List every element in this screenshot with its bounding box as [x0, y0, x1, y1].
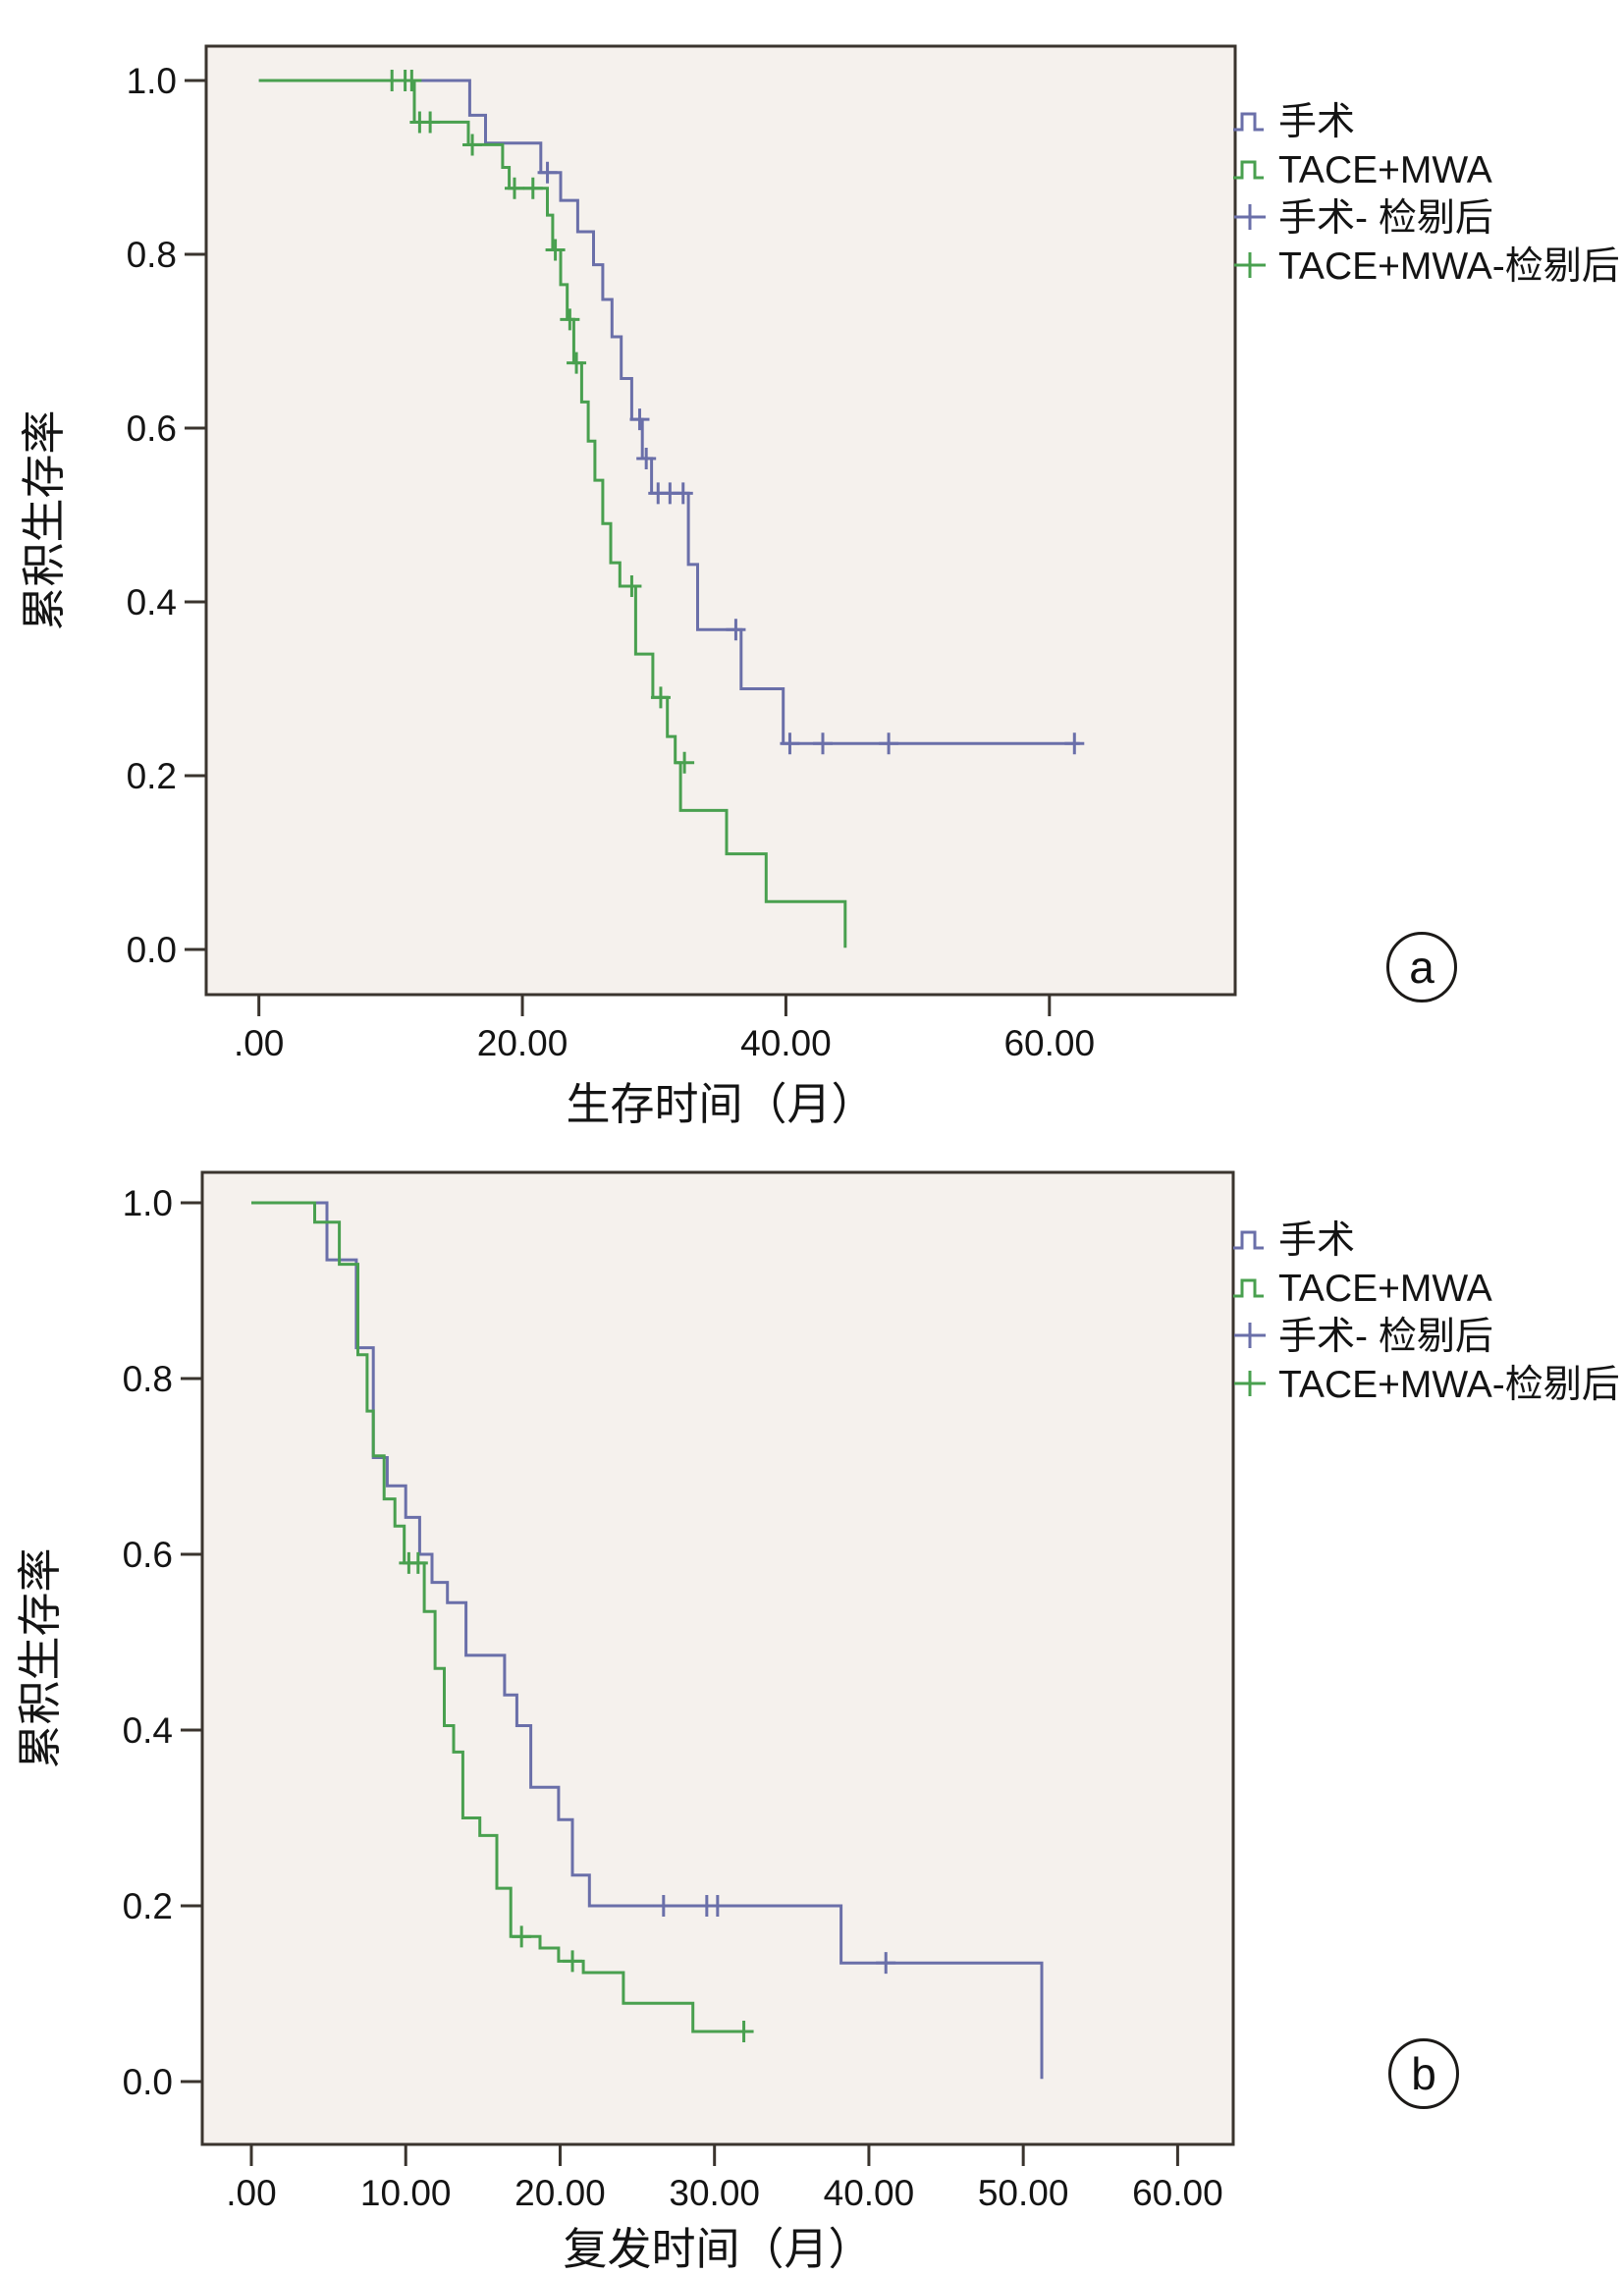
- y-tick-label: 0.8: [123, 1359, 173, 1399]
- legend-item: 手术- 检剔后: [1234, 197, 1493, 240]
- censor-mark: [675, 751, 695, 774]
- y-tick-label: 0.8: [127, 235, 177, 275]
- censor-mark: [879, 732, 899, 755]
- censor-marks-surgery: [653, 1895, 896, 1975]
- censor-mark: [650, 686, 671, 709]
- y-tick-label: 0.6: [123, 1535, 173, 1575]
- legend-label: TACE+MWA: [1278, 1268, 1492, 1310]
- censor-mark: [780, 732, 800, 755]
- legend-item: 手术- 检剔后: [1234, 1316, 1493, 1358]
- censor-mark: [563, 1950, 583, 1973]
- censor-mark: [522, 177, 543, 199]
- y-tick-label: 0.6: [127, 408, 177, 449]
- legend-item: 手术: [1233, 1219, 1355, 1262]
- km-curve-tace_mwa: [251, 1201, 746, 2033]
- legend-label: TACE+MWA-检剔后: [1278, 245, 1620, 288]
- x-axis-title: 生存时间（月）: [566, 1079, 875, 1129]
- km-panel-a: .00 20.00 40.00 60.00 生存时间（月） 0.0 0.2 0.4 0.6 0.8…: [19, 44, 1620, 1129]
- censor-mark: [629, 408, 650, 431]
- x-axis-title: 复发时间（月）: [563, 2224, 872, 2274]
- x-tick-label: .00: [234, 1023, 284, 1063]
- x-tick-label: 60.00: [1003, 1023, 1095, 1063]
- legend-censored-plus-icon: [1234, 1371, 1266, 1396]
- legend-step-line-icon: [1233, 1278, 1264, 1298]
- panel-label-a: a: [1386, 932, 1457, 1002]
- y-tick-label: 0.4: [123, 1710, 173, 1751]
- x-tick-label: 10.00: [360, 2173, 452, 2213]
- y-tick-label: 0.0: [123, 2062, 173, 2102]
- censor-mark: [653, 1895, 674, 1917]
- legend: 手术 TACE+MWA 手术- 检剔后 TACE+MWA-检剔后: [1233, 1219, 1620, 1406]
- legend-item: 手术: [1233, 101, 1355, 143]
- censor-mark: [462, 134, 483, 156]
- censor-mark: [726, 619, 746, 641]
- legend-censored-plus-icon: [1234, 1323, 1266, 1348]
- km-curve-surgery: [258, 79, 1080, 745]
- legend-step-line-icon: [1233, 112, 1264, 132]
- censor-mark: [560, 308, 580, 331]
- censor-marks-tace_mwa: [399, 1551, 754, 2042]
- legend-item: TACE+MWA: [1233, 149, 1492, 191]
- x-tick-label: 20.00: [514, 2173, 606, 2213]
- legend-step-line-icon: [1233, 160, 1264, 180]
- y-tick-label: 0.0: [127, 930, 177, 970]
- y-tick-label: 0.4: [127, 582, 177, 623]
- x-tick-label: 40.00: [824, 2173, 915, 2213]
- y-tick-label: 0.2: [123, 1886, 173, 1926]
- y-tick-label: 1.0: [127, 61, 177, 101]
- censor-mark: [402, 69, 422, 91]
- y-axis-title: 累积生存率: [19, 409, 69, 630]
- x-tick-label: .00: [226, 2173, 276, 2213]
- legend-item: TACE+MWA-检剔后: [1234, 1364, 1620, 1406]
- legend-label: 手术: [1278, 1219, 1355, 1262]
- censor-marks-surgery: [537, 161, 1085, 755]
- plot-area: [200, 1170, 1235, 2146]
- legend-label: 手术: [1278, 101, 1355, 143]
- panel-label-b: b: [1388, 2038, 1459, 2109]
- censor-mark: [512, 1925, 532, 1948]
- censor-mark: [636, 447, 657, 469]
- km-panel-b: .00 10.00 20.00 30.00 40.00 50.00 60.00 复发时间（月）…: [15, 1170, 1620, 2274]
- censor-mark: [622, 575, 642, 598]
- legend-label: TACE+MWA-检剔后: [1278, 1364, 1620, 1406]
- censor-mark: [876, 1952, 896, 1975]
- x-tick-label: 30.00: [669, 2173, 760, 2213]
- x-tick-label: 50.00: [978, 2173, 1069, 2213]
- plot-area: [204, 44, 1237, 997]
- censor-mark: [567, 352, 587, 374]
- x-tick-label: 40.00: [740, 1023, 832, 1063]
- censor-mark: [420, 111, 441, 134]
- legend-item: TACE+MWA: [1233, 1268, 1492, 1310]
- censor-mark: [537, 161, 558, 184]
- legend-item: TACE+MWA-检剔后: [1234, 245, 1620, 288]
- censor-mark: [733, 2020, 754, 2042]
- censor-mark: [504, 177, 524, 199]
- censor-mark: [407, 1551, 428, 1574]
- x-tick-label: 60.00: [1132, 2173, 1223, 2213]
- legend-step-line-icon: [1233, 1230, 1264, 1250]
- legend: 手术 TACE+MWA 手术- 检剔后 TACE+MWA-检剔后: [1233, 101, 1620, 288]
- y-axis-title: 累积生存率: [15, 1547, 65, 1768]
- legend-label: TACE+MWA: [1278, 149, 1492, 191]
- censor-mark: [1064, 732, 1085, 755]
- legend-censored-plus-icon: [1234, 252, 1266, 278]
- censor-mark: [545, 239, 566, 261]
- y-tick-label: 0.2: [127, 756, 177, 796]
- censor-mark: [812, 732, 833, 755]
- legend-censored-plus-icon: [1234, 204, 1266, 230]
- censor-mark: [707, 1895, 728, 1917]
- y-tick-label: 1.0: [123, 1183, 173, 1223]
- censor-mark: [673, 482, 693, 505]
- x-tick-label: 20.00: [477, 1023, 568, 1063]
- legend-label: 手术- 检剔后: [1278, 1316, 1493, 1358]
- censor-marks-tace_mwa: [382, 69, 695, 774]
- legend-label: 手术- 检剔后: [1278, 197, 1493, 240]
